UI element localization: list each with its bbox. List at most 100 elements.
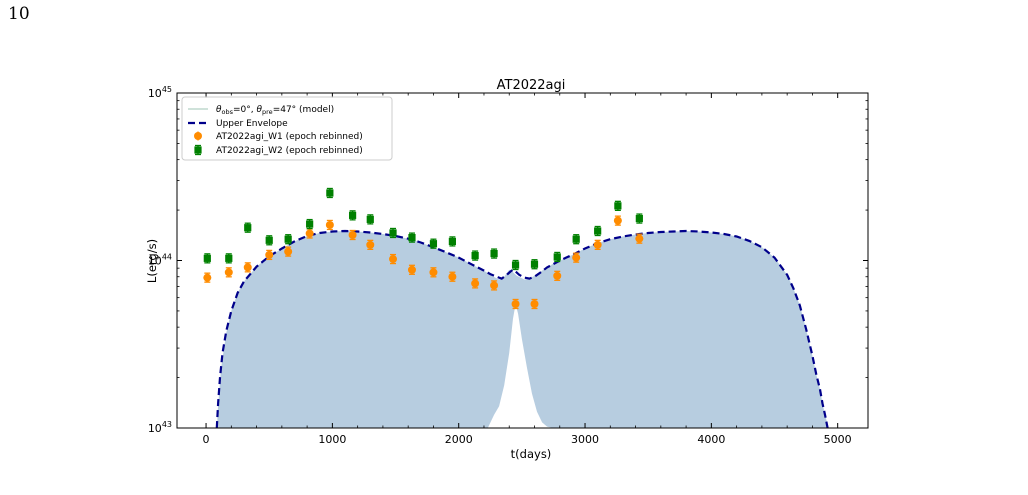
y-tick-label: 1044 xyxy=(148,253,172,268)
w1-marker xyxy=(407,265,416,274)
chart-title: AT2022agi xyxy=(497,78,566,93)
w2-marker xyxy=(572,235,580,243)
w2-marker xyxy=(348,211,357,219)
w2-marker xyxy=(203,254,211,262)
w2-marker xyxy=(284,235,292,243)
legend-w1-label: AT2022agi_W1 (epoch rebinned) xyxy=(216,132,363,142)
legend-envelope-label: Upper Envelope xyxy=(216,119,288,129)
w1-marker xyxy=(325,220,334,229)
legend-box xyxy=(181,96,393,161)
w1-marker xyxy=(471,279,480,288)
w1-point xyxy=(613,215,622,226)
w2-marker xyxy=(553,253,561,261)
w1-marker xyxy=(572,253,581,262)
w1-marker xyxy=(635,234,644,243)
w1-point xyxy=(243,262,252,273)
w1-point xyxy=(511,298,520,310)
y-tick-label: 1045 xyxy=(148,85,172,100)
x-tick-label: 5000 xyxy=(824,433,852,446)
w1-point xyxy=(203,272,212,283)
x-axis-title: t(days) xyxy=(511,447,552,461)
w2-marker xyxy=(429,240,438,248)
w2-point xyxy=(635,213,643,224)
w2-point xyxy=(326,187,334,199)
w2-point xyxy=(306,218,314,230)
w2-point xyxy=(348,210,357,221)
w1-point xyxy=(366,239,375,251)
w2-marker xyxy=(244,224,252,232)
model-band-gap xyxy=(487,304,554,428)
w1-marker xyxy=(265,250,274,259)
legend-w2-marker xyxy=(194,146,202,154)
w2-point xyxy=(448,236,456,247)
w1-point xyxy=(553,270,562,281)
w1-marker xyxy=(203,273,212,282)
w2-marker xyxy=(530,260,539,268)
w2-marker xyxy=(306,220,314,228)
w2-point xyxy=(284,234,292,245)
w1-marker xyxy=(429,268,438,277)
w2-point xyxy=(530,259,539,270)
w2-marker xyxy=(635,214,643,223)
w1-point xyxy=(284,246,293,257)
w2-marker xyxy=(471,251,479,260)
legend: θobs=0°, θpre=47° (model) Upper Envelope A… xyxy=(181,96,393,161)
w1-point xyxy=(593,239,602,251)
w2-marker xyxy=(326,189,334,197)
w1-marker xyxy=(511,299,520,308)
w2-marker xyxy=(389,229,397,237)
w2-marker xyxy=(511,261,520,269)
legend-model-label: θobs=0°, θpre=47° (model) xyxy=(216,105,334,116)
w2-point xyxy=(572,234,580,245)
w2-point xyxy=(265,235,273,246)
x-tick-label: 3000 xyxy=(571,433,599,446)
model-band xyxy=(217,231,828,428)
w2-point xyxy=(408,232,416,243)
x-tick-label: 1000 xyxy=(318,433,346,446)
w1-point xyxy=(348,229,357,241)
w1-point xyxy=(635,233,644,244)
w2-point xyxy=(389,227,397,239)
w1-point xyxy=(530,298,539,310)
x-tick-label: 0 xyxy=(203,433,210,446)
w2-point xyxy=(244,222,252,233)
plot-area xyxy=(203,187,829,428)
w2-point xyxy=(225,253,233,264)
w1-marker xyxy=(348,230,357,239)
w1-point xyxy=(448,271,457,282)
w1-point xyxy=(429,267,438,278)
w2-marker xyxy=(225,254,233,262)
w2-point xyxy=(366,214,374,225)
w1-point xyxy=(265,249,274,261)
w2-marker xyxy=(490,249,498,258)
w2-point xyxy=(594,225,602,237)
w2-point xyxy=(203,253,211,264)
legend-w2-label: AT2022agi_W2 (epoch rebinned) xyxy=(216,146,363,156)
w2-point xyxy=(553,251,561,263)
w2-point xyxy=(490,248,498,259)
w1-marker xyxy=(305,229,314,238)
w1-marker xyxy=(448,272,457,281)
w1-marker xyxy=(284,247,293,256)
y-axis-title: L(erg/s) xyxy=(145,239,159,283)
w2-marker xyxy=(408,233,416,242)
x-tick-label: 4000 xyxy=(697,433,725,446)
w2-point xyxy=(471,250,479,261)
w1-point xyxy=(572,252,581,263)
x-tick-label: 2000 xyxy=(445,433,473,446)
w1-marker xyxy=(613,216,622,225)
w1-marker xyxy=(243,263,252,272)
w2-point xyxy=(614,200,622,211)
w1-marker xyxy=(389,255,398,264)
legend-w1-marker xyxy=(194,132,202,140)
w1-marker xyxy=(530,299,539,308)
w1-marker xyxy=(553,271,562,280)
w1-point xyxy=(407,264,416,275)
w2-marker xyxy=(448,237,456,246)
y-tick-label: 1043 xyxy=(148,420,172,435)
w1-point xyxy=(224,267,233,278)
w1-point xyxy=(389,253,398,265)
w1-point xyxy=(325,219,334,231)
w1-marker xyxy=(490,281,499,290)
